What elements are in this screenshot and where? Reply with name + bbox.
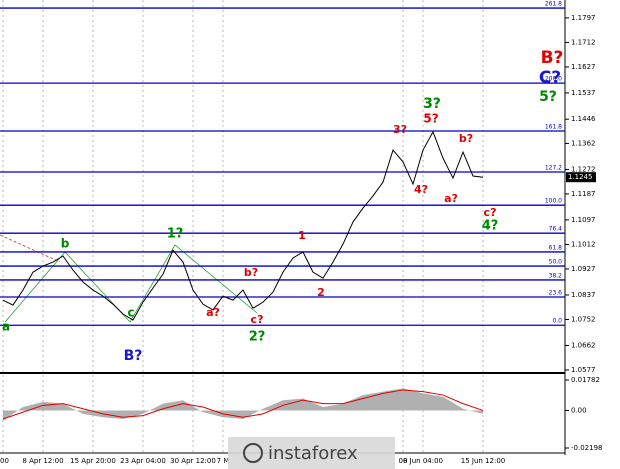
level-label: 0.0: [552, 318, 562, 325]
level-label: 50.0: [549, 259, 563, 266]
wave-label: 2: [317, 286, 325, 299]
level-label: 100.0: [545, 198, 562, 205]
watermark-box: [228, 437, 395, 469]
x-tick-label: 30 Apr 12:00: [170, 457, 216, 465]
price-line: [2, 130, 484, 321]
wave-label: C?: [539, 68, 561, 88]
current-price-box: [566, 172, 596, 183]
y-tick-label: 1.0662: [571, 341, 596, 349]
main-panel: 00 8 Apr 12:00 15 Apr 20:00 23 Apr 04:00 30 …: [0, 0, 596, 465]
wave-label: b: [61, 237, 70, 251]
level-label: 76.4: [549, 226, 563, 233]
y-tick-label: 1.1712: [571, 38, 596, 46]
level-label: 200.0: [545, 76, 562, 83]
watermark: instaforex: [268, 443, 358, 464]
level-label: 61.8: [549, 244, 563, 251]
wave-label: c?: [251, 313, 264, 326]
watermark-logo: [243, 443, 263, 463]
wave-label: 3?: [423, 96, 441, 112]
y-tick-label: 1.0752: [571, 315, 596, 323]
x-tick-label: 00: [0, 457, 9, 465]
wave-label: B?: [124, 348, 143, 364]
wave-label: a: [2, 320, 10, 334]
y-tick-label: 1.1446: [571, 115, 596, 123]
level-label: 127.2: [545, 165, 562, 172]
x-tick-label: 15 Apr 20:00: [70, 457, 116, 465]
x-tick-label: 15 Jun 12:00: [461, 457, 505, 465]
level-label: 261.8: [545, 1, 562, 8]
wave-label: a?: [206, 306, 220, 319]
wave-label: 4?: [414, 183, 428, 196]
x-tick-label: 8 Apr 12:00: [22, 457, 63, 465]
signal-line: [2, 389, 484, 420]
wave-label: b?: [244, 266, 258, 279]
y-tick-label: 1.0837: [571, 291, 596, 299]
y-tick-label: 1.1272: [571, 165, 596, 173]
y-tick-label: 0.01782: [571, 376, 600, 384]
level-label: 38.2: [549, 272, 563, 279]
x-tick-label: 00: [399, 457, 408, 465]
y-tick-label: 0.00: [571, 406, 587, 414]
wave-label: 5?: [539, 89, 557, 105]
wave-label: 1?: [167, 227, 184, 242]
wave-label: 3?: [393, 123, 407, 136]
x-tick-label: 7 M: [217, 457, 230, 465]
y-tick-label: 1.1187: [571, 190, 596, 198]
indicator-panel: 0.01782 0.00 -0.02198: [2, 376, 602, 452]
wave-label: 4?: [482, 219, 499, 234]
y-tick-label: -0.02198: [571, 444, 602, 452]
y-tick-label: 1.0927: [571, 265, 596, 273]
wave-label: c?: [484, 206, 497, 219]
level-label: 161.8: [545, 124, 562, 131]
y-tick-label: 1.1362: [571, 139, 596, 147]
wave-label: a?: [444, 192, 458, 205]
current-price-label: 1.1245: [568, 173, 593, 181]
level-label: 23.6: [549, 289, 563, 296]
y-tick-label: 1.1537: [571, 89, 596, 97]
y-tick-label: 1.1097: [571, 216, 596, 224]
x-tick-label: 8 Jun 04:00: [403, 457, 443, 465]
wave-label: 5?: [423, 112, 438, 126]
wave-label: c: [127, 306, 134, 320]
histogram-area: [3, 388, 483, 421]
wave-lines: [4, 244, 258, 323]
wave-label: 1: [298, 229, 306, 242]
wave-label: b?: [459, 132, 473, 145]
wave-line: [4, 244, 258, 323]
y-tick-label: 1.1797: [571, 14, 596, 22]
x-tick-label: 23 Apr 04:00: [120, 457, 166, 465]
y-tick-label: 1.0577: [571, 366, 596, 374]
trend-line: [0, 234, 61, 263]
y-tick-label: 1.1012: [571, 240, 596, 248]
wave-label: 2?: [249, 330, 266, 345]
wave-label: B?: [541, 48, 564, 68]
y-tick-label: 1.1627: [571, 63, 596, 71]
